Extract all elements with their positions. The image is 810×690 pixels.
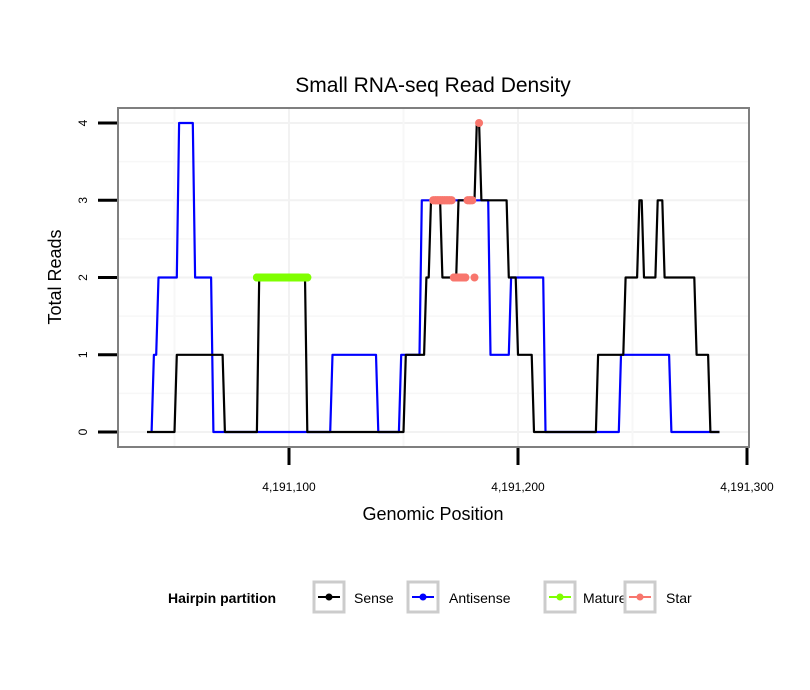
x-tick-label: 4,191,100: [262, 480, 316, 494]
series-layer: [147, 119, 720, 434]
legend-marker: [636, 593, 644, 601]
legend-marker: [325, 593, 333, 601]
legend-marker: [556, 593, 564, 601]
legend-item-antisense: Antisense: [406, 580, 511, 614]
x-axis-title: Genomic Position: [362, 504, 503, 524]
series-line-sense: [147, 121, 720, 434]
legend-label: Mature: [583, 590, 627, 606]
x-axis: 4,191,100 4,191,200 4,191,300: [262, 448, 774, 494]
x-tick-label: 4,191,200: [491, 480, 545, 494]
y-tick-label: 3: [76, 197, 90, 204]
y-axis: 0 1 2 3 4: [76, 119, 117, 435]
y-tick-label: 2: [76, 274, 90, 281]
legend: Hairpin partition Sense Antisense Mature St…: [168, 580, 692, 614]
legend-label: Antisense: [449, 590, 511, 606]
legend-label: Sense: [354, 590, 394, 606]
y-tick-label: 1: [76, 351, 90, 358]
y-axis-title: Total Reads: [45, 229, 65, 324]
legend-marker: [419, 593, 427, 601]
chart-title: Small RNA-seq Read Density: [295, 74, 571, 97]
data-point-star: [475, 119, 484, 127]
legend-item-mature: Mature: [543, 580, 627, 614]
legend-item-sense: Sense: [312, 580, 394, 614]
data-point-star: [470, 273, 479, 282]
legend-title: Hairpin partition: [168, 590, 276, 606]
series-line-antisense: [150, 121, 720, 434]
x-tick-label: 4,191,300: [720, 480, 774, 494]
legend-label: Star: [666, 590, 692, 606]
y-tick-label: 0: [76, 428, 90, 435]
legend-item-star: Star: [623, 580, 692, 614]
y-tick-label: 4: [76, 119, 90, 126]
